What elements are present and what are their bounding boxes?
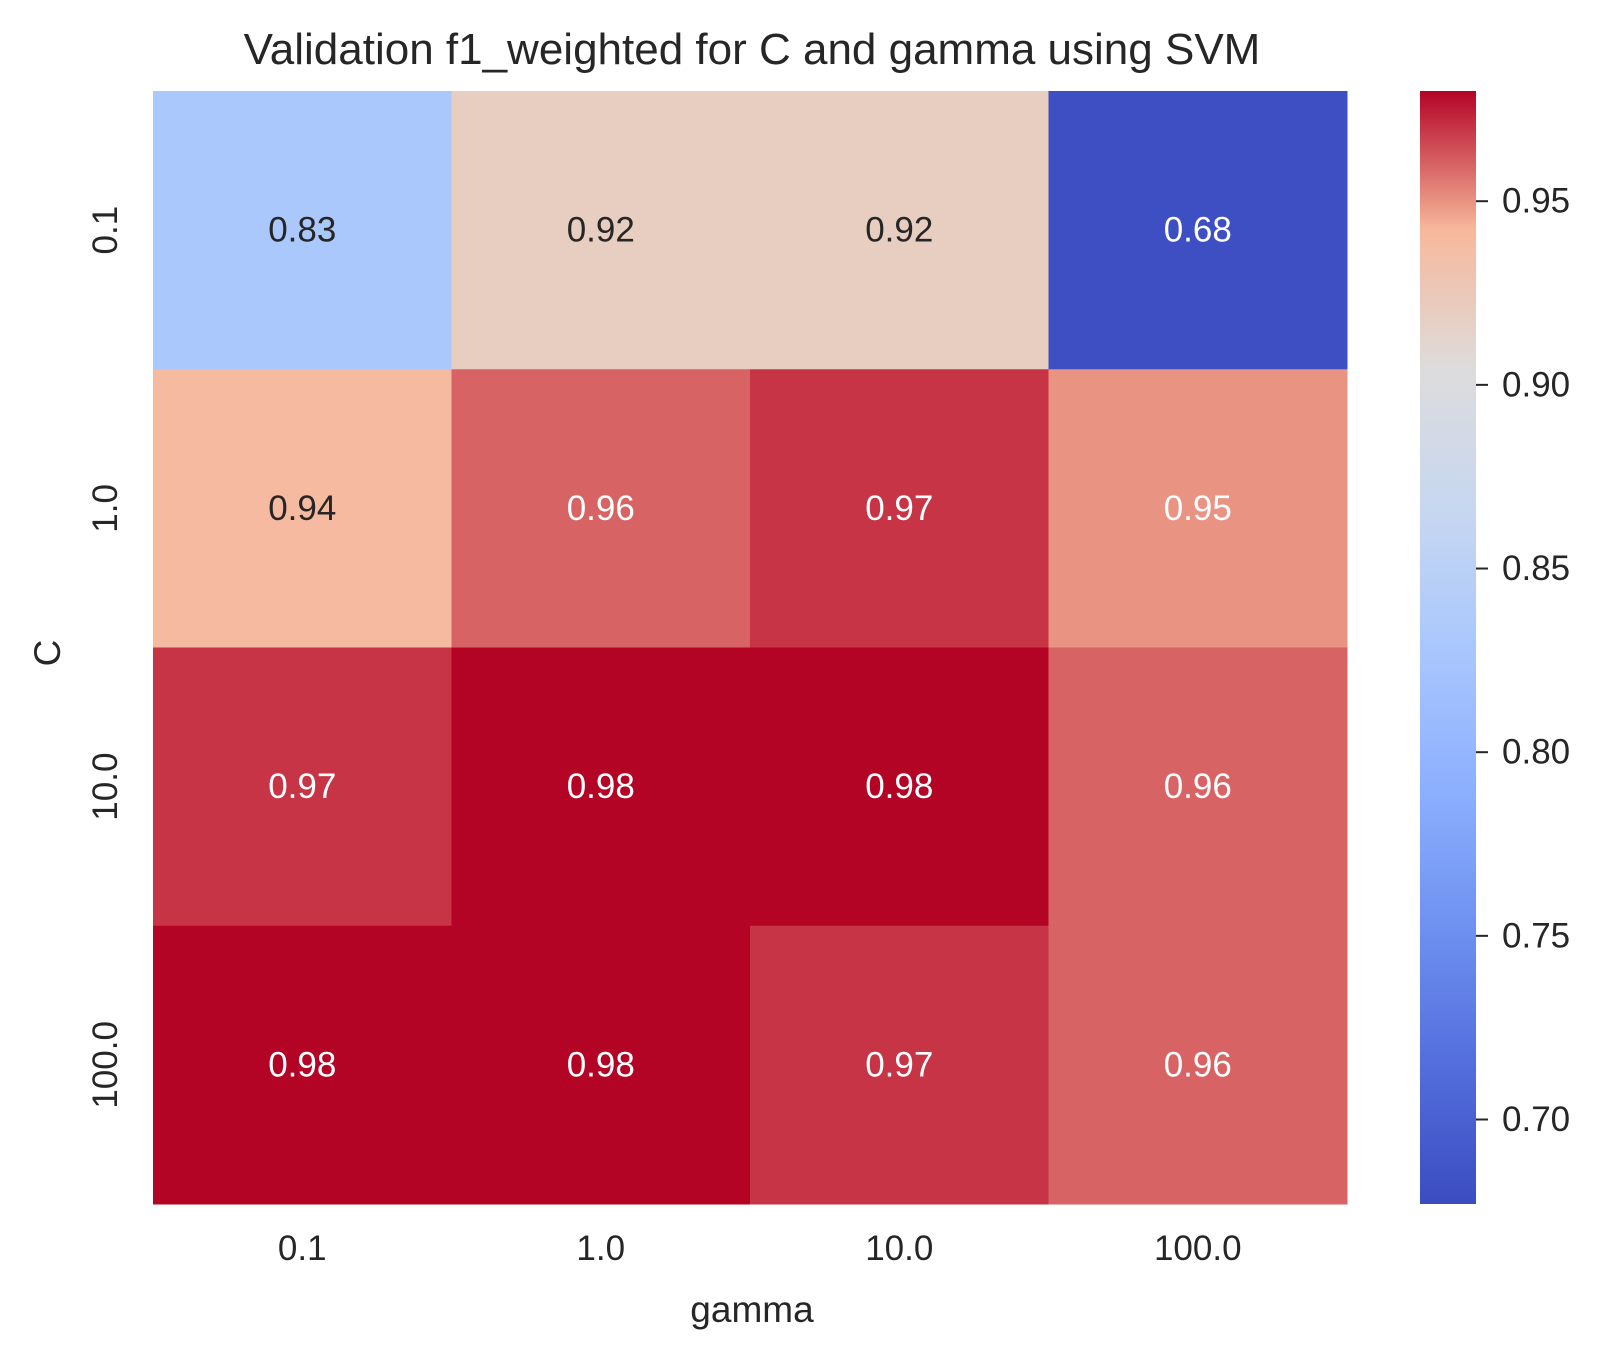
heatmap-cell (451, 369, 751, 648)
cell-value-label: 0.98 (865, 767, 933, 806)
heatmap-cell (750, 925, 1049, 1205)
heatmap-cell (1048, 925, 1348, 1205)
cell-value-label: 0.97 (865, 489, 933, 528)
colorbar-ticks: 0.70 0.75 0.80 0.85 0.90 0.95 (1476, 182, 1570, 1139)
y-axis-label: C (27, 640, 68, 667)
heatmap-cell (750, 91, 1049, 370)
cell-value-label: 0.98 (567, 1045, 635, 1084)
heatmap-cell (1048, 647, 1348, 927)
colorbar-tick-label: 0.95 (1502, 182, 1570, 221)
y-tick-label: 1.0 (86, 484, 125, 533)
heatmap-cell (451, 91, 751, 370)
heatmap-cell (1048, 91, 1348, 370)
cell-value-label: 0.68 (1164, 211, 1232, 250)
cell-value-label: 0.97 (865, 1045, 933, 1084)
y-tick-label: 0.1 (86, 206, 125, 255)
cell-value-label: 0.98 (567, 767, 635, 806)
chart-title: Validation f1_weighted for C and gamma u… (244, 25, 1261, 74)
colorbar (1420, 91, 1476, 1204)
heatmap-cell (153, 91, 452, 370)
cell-value-label: 0.96 (1164, 1045, 1232, 1084)
heatmap-cell (153, 647, 452, 927)
cell-value-label: 0.92 (865, 211, 933, 250)
x-axis-ticks: 0.1 1.0 10.0 100.0 (278, 1229, 1242, 1268)
heatmap-cell (750, 647, 1049, 927)
colorbar-tick-label: 0.90 (1502, 365, 1570, 404)
heatmap-cell (750, 369, 1049, 648)
y-tick-label: 100.0 (86, 1021, 125, 1109)
heatmap-cell (451, 647, 751, 927)
colorbar-tick-label: 0.75 (1502, 916, 1570, 955)
x-tick-label: 0.1 (278, 1229, 327, 1268)
cell-value-label: 0.98 (268, 1045, 336, 1084)
y-axis-ticks: 0.1 1.0 10.0 100.0 (86, 206, 125, 1109)
x-tick-label: 100.0 (1154, 1229, 1242, 1268)
x-axis-label: gamma (690, 1289, 814, 1330)
cell-value-label: 0.96 (567, 489, 635, 528)
cell-value-label: 0.83 (268, 211, 336, 250)
heatmap-cell (451, 925, 751, 1205)
cell-value-label: 0.92 (567, 211, 635, 250)
x-tick-label: 1.0 (576, 1229, 625, 1268)
heatmap-cell (153, 369, 452, 648)
colorbar-tick-label: 0.85 (1502, 549, 1570, 588)
x-tick-label: 10.0 (865, 1229, 933, 1268)
y-tick-label: 10.0 (86, 753, 125, 821)
heatmap-cell (1048, 369, 1348, 648)
heatmap-cells: 0.83 0.92 0.92 0.68 0.94 0.96 0.97 0.95 0.97 0.98… (153, 91, 1348, 1205)
heatmap-cell (153, 925, 452, 1205)
colorbar-tick-label: 0.80 (1502, 733, 1570, 772)
cell-value-label: 0.95 (1164, 489, 1232, 528)
colorbar-tick-label: 0.70 (1502, 1100, 1570, 1139)
cell-value-label: 0.97 (268, 767, 336, 806)
cell-value-label: 0.94 (268, 489, 336, 528)
cell-value-label: 0.96 (1164, 767, 1232, 806)
